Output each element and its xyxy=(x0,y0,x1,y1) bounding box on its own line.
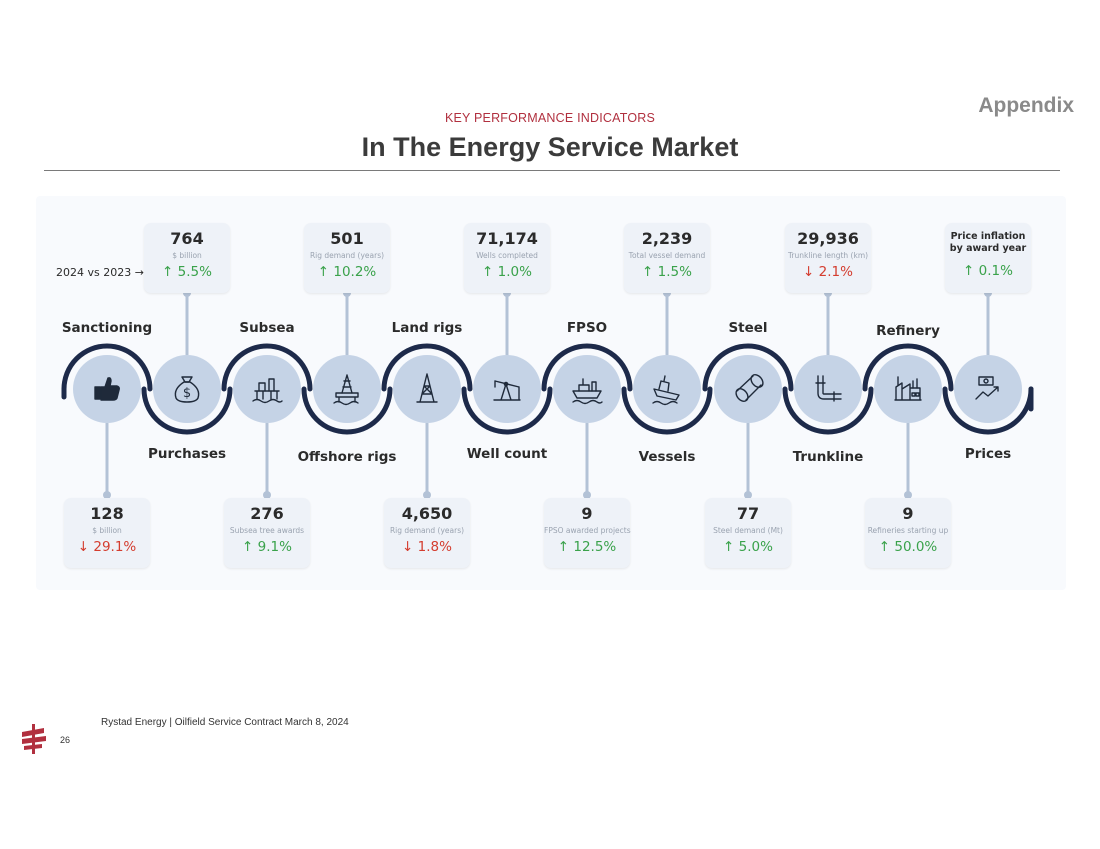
kpi-change: ↓ 1.8% xyxy=(402,539,452,555)
kpi-value: 29,936 xyxy=(797,229,859,248)
page-title: In The Energy Service Market xyxy=(361,132,739,162)
top-kpi-card: 501 Rig demand (years) ↑ 10.2% xyxy=(304,223,390,293)
kpi-change: ↑ 50.0% xyxy=(878,539,938,555)
kpi-unit: Rig demand (years) xyxy=(309,251,385,260)
kpi-value: 128 xyxy=(90,504,124,523)
segment-label-steel: Steel xyxy=(728,320,768,336)
kpi-unit: $ billion xyxy=(172,251,202,260)
kpi-change: ↑ 1.0% xyxy=(482,264,532,280)
top-kpi-card: 2,239 Total vessel demand ↑ 1.5% xyxy=(624,223,710,293)
kpi-unit: Rig demand (years) xyxy=(389,526,465,535)
segment-label-refinery: Refinery xyxy=(876,323,940,339)
segment-label-vessels: Vessels xyxy=(638,449,696,465)
kpi-unit: FPSO awarded projects xyxy=(544,526,631,535)
subsea-platform-icon xyxy=(252,378,283,404)
kpi-value: 764 xyxy=(170,229,204,248)
kpi-value: 77 xyxy=(736,504,760,523)
bottom-kpi-card: 9 FPSO awarded projects ↑ 12.5% xyxy=(544,498,631,568)
segment-label-well-count: Well count xyxy=(466,446,548,462)
segment-label-purchases: Purchases xyxy=(147,446,227,462)
svg-text:$: $ xyxy=(183,386,191,401)
segment-label-sanctioning: Sanctioning xyxy=(61,320,153,336)
kpi-change: ↑ 9.1% xyxy=(242,539,292,555)
kpi-change: ↓ 29.1% xyxy=(77,539,137,555)
bottom-kpi-card: 4,650 Rig demand (years) ↓ 1.8% xyxy=(384,498,470,568)
price-chart-icon xyxy=(975,376,999,400)
title-divider xyxy=(44,170,1060,171)
kpi-change: ↑ 1.5% xyxy=(642,264,692,280)
bottom-kpi-card: 77 Steel demand (Mt) ↑ 5.0% xyxy=(705,498,791,568)
thumbs-up-icon xyxy=(94,377,120,401)
kpi-change: ↓ 2.1% xyxy=(803,264,853,280)
refinery-icon xyxy=(894,376,922,401)
footer-source: Rystad Energy | Oilfield Service Contrac… xyxy=(101,717,349,728)
page-number: 26 xyxy=(60,735,71,745)
pipeline-icon xyxy=(815,375,842,402)
footer-logo xyxy=(20,724,48,759)
segment-label-fpso: FPSO xyxy=(566,320,608,336)
offshore-rig-icon xyxy=(333,374,359,406)
top-kpi-card: Price inflation by award year ↑ 0.1% xyxy=(945,223,1031,293)
money-bag-icon: $ xyxy=(174,376,200,403)
vessel-icon xyxy=(652,375,680,406)
fpso-ship-icon xyxy=(572,378,603,405)
kpi-value: 71,174 xyxy=(476,229,538,248)
kpi-unit: $ billion xyxy=(92,526,122,535)
top-kpi-card: 71,174 Wells completed ↑ 1.0% xyxy=(464,223,550,293)
segment-label-prices: Prices xyxy=(964,446,1012,462)
top-kpi-card: 29,936 Trunkline length (km) ↓ 2.1% xyxy=(785,223,871,293)
kpi-value: 2,239 xyxy=(641,229,693,248)
land-rig-icon xyxy=(416,373,438,403)
kpi-change: ↑ 5.0% xyxy=(723,539,773,555)
kpi-unit: Wells completed xyxy=(476,251,538,260)
kpi-unit: Steel demand (Mt) xyxy=(713,526,783,535)
appendix-label: Appendix xyxy=(978,94,1074,117)
kpi-change: ↑ 10.2% xyxy=(317,264,377,280)
kpi-unit: Trunkline length (km) xyxy=(787,251,869,260)
segment-label-land-rigs: Land rigs xyxy=(391,320,463,336)
kicker-text: KEY PERFORMANCE INDICATORS xyxy=(444,111,656,125)
kpi-value: 501 xyxy=(330,229,364,248)
comparison-label: 2024 vs 2023 → xyxy=(56,266,144,279)
bottom-kpi-card: 9 Refineries starting up ↑ 50.0% xyxy=(865,498,951,568)
kpi-unit: Refineries starting up xyxy=(867,526,949,535)
segment-label-subsea: Subsea xyxy=(239,320,295,336)
kpi-value: 9 xyxy=(581,504,593,523)
kpi-unit: Subsea tree awards xyxy=(229,526,305,535)
kpi-change: ↑ 0.1% xyxy=(963,263,1013,279)
kpi-value: 4,650 xyxy=(401,504,453,523)
pump-jack-icon xyxy=(493,380,521,401)
segment-label-trunkline: Trunkline xyxy=(792,449,864,465)
top-kpi-card: 764 $ billion ↑ 5.5% xyxy=(144,223,230,293)
kpi-change: ↑ 12.5% xyxy=(557,539,617,555)
bottom-kpi-card: 276 Subsea tree awards ↑ 9.1% xyxy=(224,498,310,568)
kpi-value: 276 xyxy=(250,504,284,523)
kpi-change: ↑ 5.5% xyxy=(162,264,212,280)
kpi-unit: Total vessel demand xyxy=(628,251,706,260)
kpi-title: Price inflation by award year xyxy=(949,231,1027,254)
steel-pipe-icon xyxy=(735,374,764,402)
segment-label-offshore-rigs: Offshore rigs xyxy=(297,449,397,465)
kpi-value: 9 xyxy=(902,504,914,523)
bottom-kpi-card: 128 $ billion ↓ 29.1% xyxy=(64,498,150,568)
